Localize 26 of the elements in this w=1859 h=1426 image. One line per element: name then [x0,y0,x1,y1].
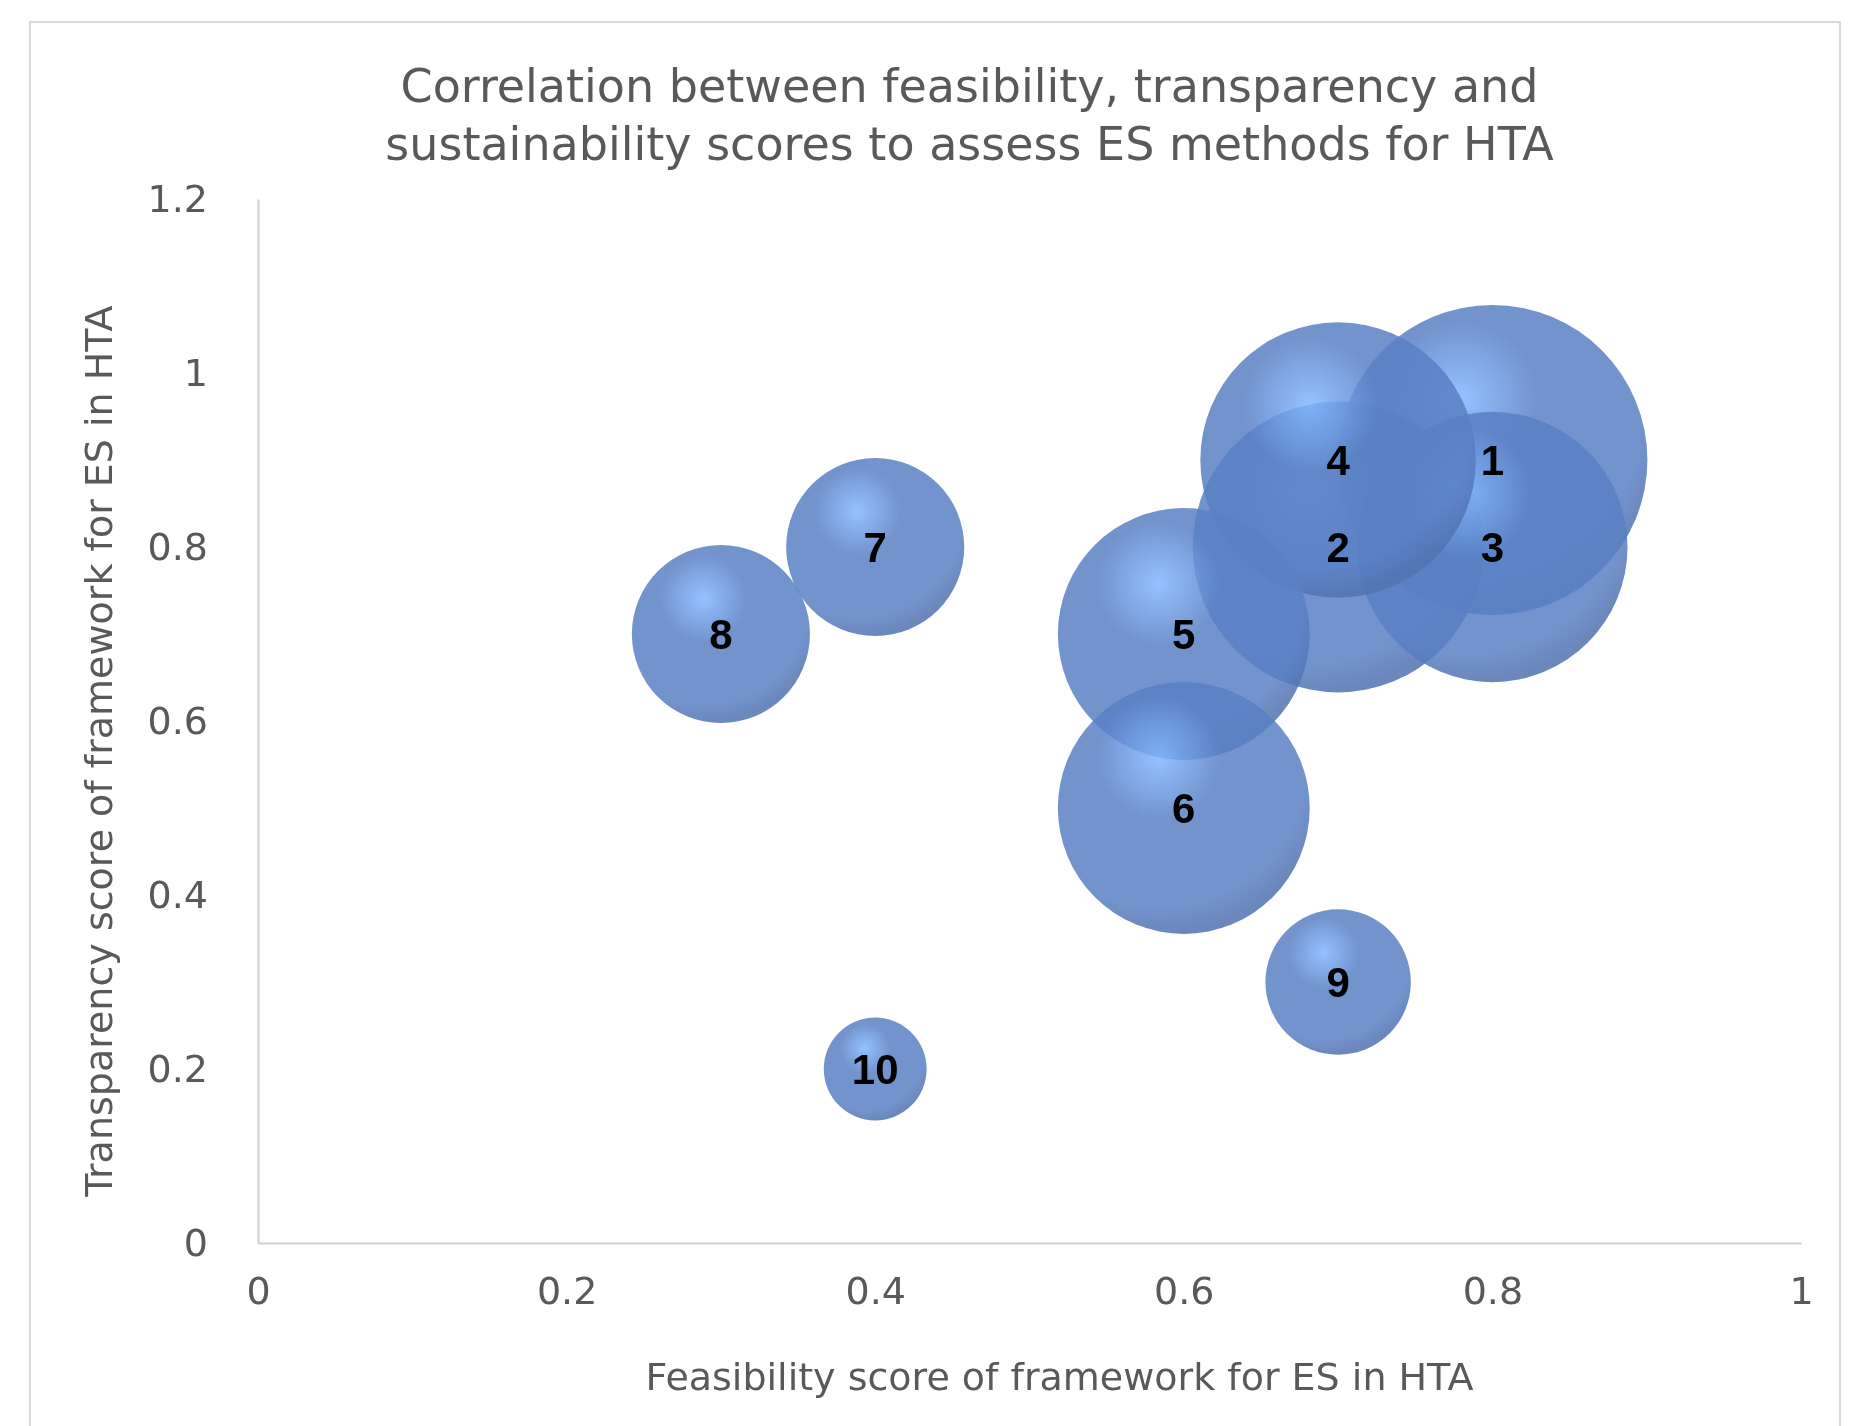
x-tick-label: 0.8 [1462,1268,1524,1313]
y-tick-label: 0.4 [147,872,208,917]
x-tick-label: 0.6 [1154,1268,1215,1313]
y-tick-label: 0.8 [147,524,208,569]
x-tick-label: 1 [1789,1268,1814,1313]
annotation: 2 [1326,523,1350,571]
annotation: 9 [1326,958,1350,1006]
annotation: 8 [709,610,733,658]
y-tick-label: 1.2 [147,176,208,221]
annotation: 7 [863,523,887,571]
x-axis-title: Feasibility score of framework for ES in HTA [645,1355,1474,1399]
x-tick-label: 0.4 [845,1268,906,1313]
y-axis-title: Transparency score of framework for ES in HTA [77,305,121,1198]
annotation: 6 [1172,784,1196,832]
annotation: 1 [1480,436,1505,484]
y-tick-label: 0 [183,1220,208,1265]
x-tick-label: 0.2 [536,1268,598,1313]
annotation: 3 [1480,523,1505,571]
y-tick-label: 0.2 [147,1046,208,1091]
annotation: 5 [1172,610,1196,658]
annotation: 10 [851,1045,899,1093]
x-tick-label: 0 [246,1268,271,1313]
chart-title: Correlation between feasibility, transparency and sustainability scores to assess ES methods for HTA [385,59,1555,171]
y-tick-label: 1 [183,350,208,395]
y-tick-label: 0.6 [147,698,208,743]
annotation: 4 [1326,436,1351,484]
